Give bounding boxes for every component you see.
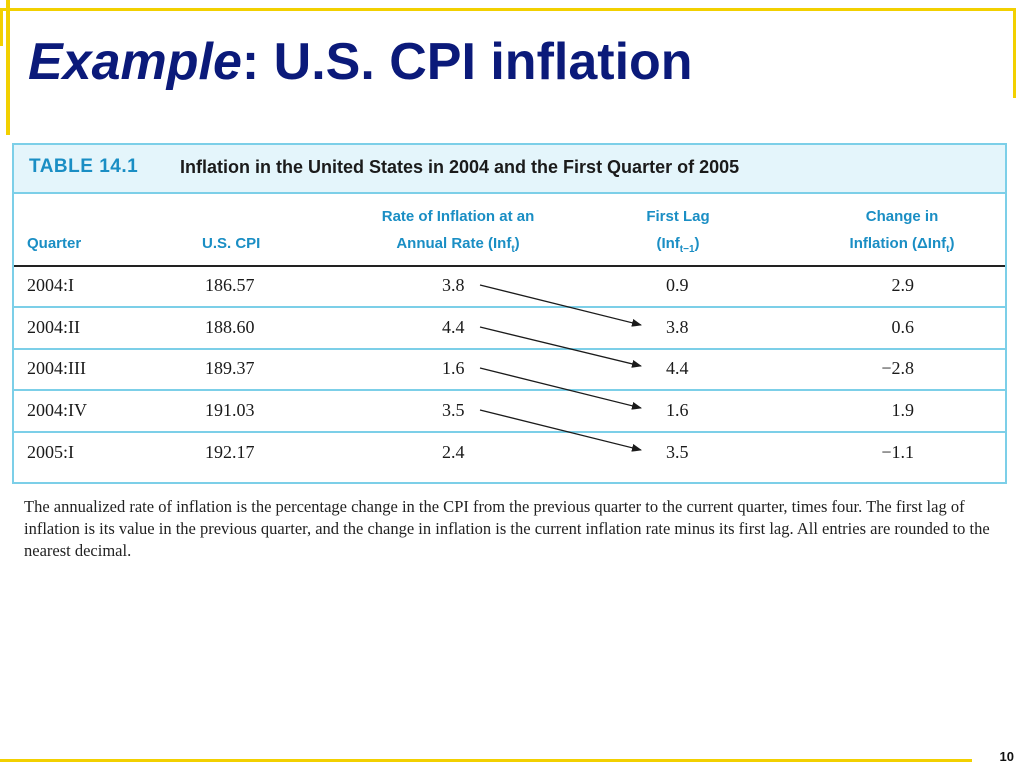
cell-cpi: 189.37 [205,358,255,378]
cell-change: −2.8 [881,358,914,378]
top-left-accent-bar [0,8,3,46]
cell-change: 1.9 [891,400,915,420]
slide-title-italic: Example [28,33,242,91]
table-label: TABLE 14.1 [29,156,139,177]
row-divider [14,306,1005,308]
inflation-table: TABLE 14.1 Inflation in the United State… [12,143,1007,484]
slide-title: Example: U.S. CPI inflation [28,36,693,88]
cell-rate: 4.4 [442,317,465,337]
cell-quarter: 2004:I [27,275,74,295]
cell-lag: 1.6 [666,400,689,420]
arrow-icon [479,409,642,452]
cell-change: 2.9 [891,275,915,295]
header-cpi: U.S. CPI [202,235,261,252]
cell-cpi: 191.03 [205,400,255,420]
table-caption: Inflation in the United States in 2004 a… [180,157,740,177]
cell-lag: 4.4 [666,358,689,378]
cell-cpi: 186.57 [205,275,255,295]
slide-title-rest: : U.S. CPI inflation [241,33,693,91]
cell-lag: 3.5 [666,442,689,462]
cell-lag: 3.8 [666,317,689,337]
top-accent-line [0,8,1016,11]
cell-quarter: 2004:III [27,358,86,378]
cell-change: −1.1 [881,442,914,462]
header-first-lag: First Lag (Inft−1) [646,208,710,255]
header-quarter: Quarter [27,235,82,252]
arrow-icon [479,326,642,368]
cell-rate: 3.8 [442,275,465,295]
cell-quarter: 2005:I [27,442,74,462]
table-caption-band: TABLE 14.1 Inflation in the United State… [14,145,1005,194]
cell-rate: 1.6 [442,358,465,378]
row-divider [14,389,1005,391]
header-rate: Rate of Inflation at an Annual Rate (Inf… [381,208,535,255]
arrow-icon [479,284,642,327]
header-rule [14,265,1005,267]
cell-cpi: 192.17 [205,442,255,462]
left-accent-bar [6,0,10,135]
row-divider [14,431,1005,433]
bottom-accent-line [0,759,972,762]
table-note: The annualized rate of inflation is the … [24,497,990,560]
header-change: Change in Inflation (ΔInft) [849,208,955,255]
arrow-icon [479,367,642,410]
right-accent-bar [1013,8,1016,98]
row-divider [14,348,1005,350]
cell-change: 0.6 [891,317,915,337]
cell-cpi: 188.60 [205,317,255,337]
cell-quarter: 2004:II [27,317,80,337]
cell-lag: 0.9 [666,275,689,295]
page-number: 10 [999,749,1014,764]
lag-arrows [479,284,642,452]
cell-rate: 2.4 [442,442,465,462]
cell-quarter: 2004:IV [27,400,87,420]
cell-rate: 3.5 [442,400,465,420]
